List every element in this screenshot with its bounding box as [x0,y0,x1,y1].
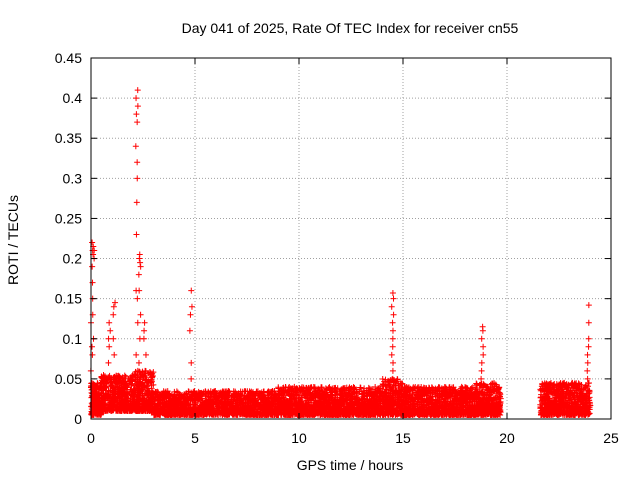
data-point [122,393,129,400]
data-point [107,406,114,413]
data-point [88,410,95,417]
data-point [148,379,154,386]
data-point [111,401,118,408]
data-point [149,374,156,381]
data-point [119,397,126,404]
data-point [94,392,101,399]
data-point [136,368,143,375]
data-point [122,373,129,380]
data-point [141,382,148,389]
data-point [139,397,146,404]
data-point [116,374,123,381]
data-point [105,387,112,394]
data-point [90,393,97,400]
data-point [106,372,113,379]
data-point [92,385,99,392]
data-point [139,405,146,412]
data-point [120,400,127,407]
data-point [94,408,101,415]
data-point [139,379,146,386]
data-point [123,394,130,401]
data-point [112,383,119,390]
data-point [131,405,138,412]
data-point [91,402,98,409]
data-point [124,403,131,410]
data-point [107,378,114,385]
data-point [105,374,112,381]
data-point [101,385,108,392]
data-point [130,390,137,397]
grid-layer [91,58,611,419]
data-point [88,386,95,393]
data-point [121,385,128,392]
data-point [119,377,126,384]
data-point [136,385,143,392]
data-point [114,398,121,405]
data-point [99,394,106,401]
data-point [137,372,144,379]
data-point [131,370,138,377]
data-point [144,406,151,413]
data-point [98,379,105,386]
data-point [101,404,108,411]
data-point [135,400,142,407]
data-point [116,381,123,388]
data-point [147,399,154,406]
data-point [148,385,155,392]
data-point [147,402,154,409]
data-point [136,378,143,385]
data-point [149,373,156,380]
data-point [116,393,123,400]
data-point [109,389,116,396]
data-point [115,375,122,382]
data-point [144,391,151,398]
data-point [140,372,147,379]
data-point [132,376,139,383]
data-point [114,389,121,396]
data-point [135,396,142,403]
points-layer [87,87,594,418]
data-point [119,407,126,414]
data-point [131,398,138,405]
data-point [107,395,114,402]
data-point [95,409,102,416]
data-point [140,400,147,407]
data-point [104,379,111,386]
